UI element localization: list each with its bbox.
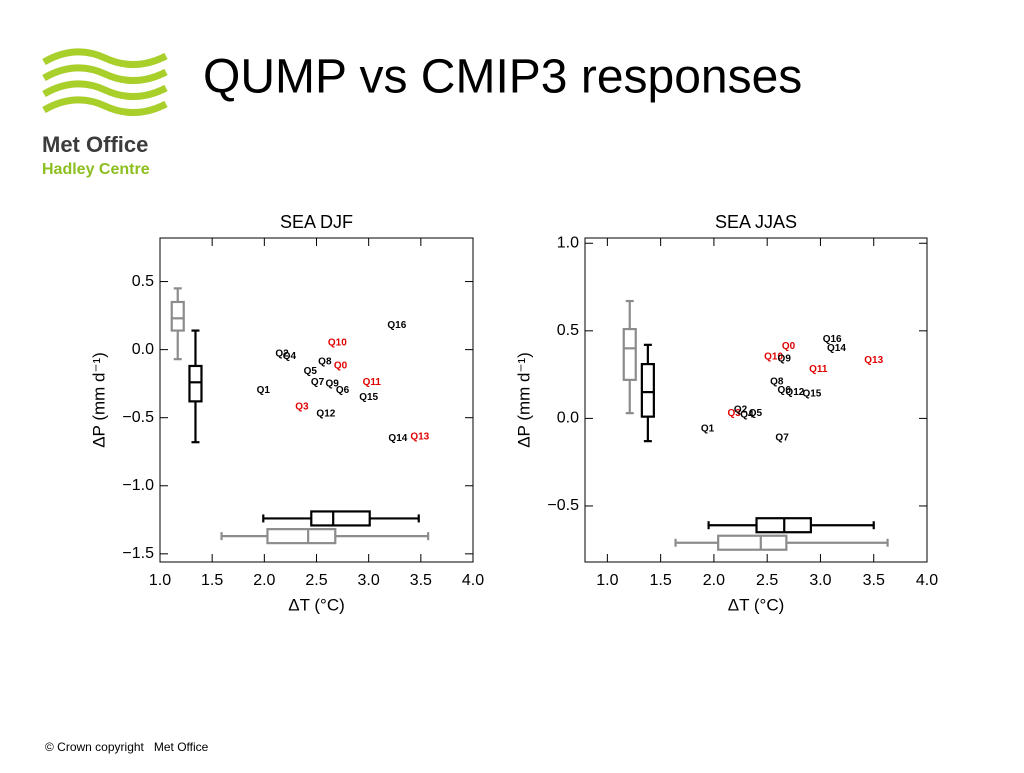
- point-label: Q5: [304, 366, 318, 377]
- y-tick-label: 0.5: [557, 322, 579, 339]
- box-body: [717, 534, 788, 551]
- point-label: Q10: [328, 337, 347, 348]
- x-tick-label: 3.5: [863, 572, 885, 589]
- x-tick-label: 2.5: [305, 572, 327, 589]
- point-label: Q14: [388, 433, 407, 444]
- y-tick-label: 1.0: [557, 234, 579, 251]
- point-label: Q2: [734, 404, 748, 415]
- chart-title: SEA DJF: [280, 212, 353, 232]
- logo-waves: [42, 48, 168, 117]
- point-label: Q3: [295, 401, 309, 412]
- point-label: Q5: [749, 408, 763, 419]
- point-label: Q9: [325, 378, 339, 389]
- y-axis-label: ΔP (mm d⁻¹): [514, 352, 533, 448]
- point-label: Q7: [311, 377, 325, 388]
- x-tick-label: 4.0: [462, 572, 484, 589]
- box-body: [188, 364, 203, 403]
- point-label: Q8: [318, 357, 332, 368]
- point-label: Q16: [387, 320, 406, 331]
- x-tick-label: 1.5: [650, 572, 672, 589]
- box-body: [170, 300, 185, 332]
- x-tick-label: 2.0: [703, 572, 725, 589]
- point-label: Q1: [701, 424, 715, 435]
- point-label: Q11: [809, 364, 828, 375]
- point-label: Q6: [336, 385, 350, 396]
- point-label: Q13: [864, 355, 883, 366]
- point-label: Q10: [764, 352, 783, 363]
- point-label: Q6: [778, 385, 792, 396]
- x-axis-label: ΔT (°C): [728, 595, 785, 614]
- point-label: Q1: [257, 385, 271, 396]
- y-tick-label: −1.0: [122, 477, 154, 494]
- x-tick-label: 1.0: [149, 572, 171, 589]
- y-tick-label: 0.5: [132, 273, 154, 290]
- point-label: Q12: [316, 408, 335, 419]
- point-label: Q9: [778, 353, 792, 364]
- point-label: Q14: [827, 343, 846, 354]
- point-label: Q0: [334, 361, 348, 372]
- x-tick-label: 3.5: [410, 572, 432, 589]
- y-axis-label: ΔP (mm d⁻¹): [89, 352, 108, 448]
- point-label: Q4: [740, 410, 754, 421]
- slide-title: QUMP vs CMIP3 responses: [203, 51, 802, 104]
- plot-frame: [584, 237, 928, 563]
- x-tick-label: 1.5: [201, 572, 223, 589]
- x-tick-label: 3.0: [358, 572, 380, 589]
- chart: SEA DJF ΔT (°C) ΔP (mm d⁻¹) 1.0 1.5 2.0 2.5 3.0…: [89, 212, 484, 615]
- point-label: Q15: [802, 389, 821, 400]
- x-axis-label: ΔT (°C): [288, 595, 345, 614]
- box-body: [310, 510, 371, 527]
- box-body: [640, 362, 655, 418]
- chart-title: SEA JJAS: [715, 212, 797, 232]
- point-label: Q4: [283, 351, 297, 362]
- y-tick-label: 0.0: [557, 410, 579, 427]
- point-label: Q0: [782, 341, 796, 352]
- y-tick-label: −1.5: [122, 545, 154, 562]
- logo-name: Met Office: [42, 132, 148, 157]
- box-body: [622, 327, 637, 381]
- y-tick-label: 0.0: [132, 341, 154, 358]
- point-label: Q2: [275, 348, 289, 359]
- logo-sub: Hadley Centre: [42, 161, 150, 178]
- x-tick-label: 2.5: [756, 572, 778, 589]
- point-label: Q8: [770, 376, 784, 387]
- point-label: Q16: [823, 334, 842, 345]
- point-label: Q11: [363, 377, 382, 388]
- x-tick-label: 1.0: [596, 572, 618, 589]
- point-label: Q12: [785, 387, 804, 398]
- footer: © Crown copyright Met Office: [45, 740, 209, 754]
- box-body: [266, 528, 337, 545]
- x-tick-label: 4.0: [916, 572, 938, 589]
- y-tick-label: −0.5: [122, 409, 154, 426]
- point-label: Q13: [410, 431, 429, 442]
- x-tick-label: 2.0: [253, 572, 275, 589]
- x-tick-label: 3.0: [809, 572, 831, 589]
- point-label: Q3: [727, 408, 741, 419]
- y-tick-label: −0.5: [547, 497, 579, 514]
- chart: SEA JJAS ΔT (°C) ΔP (mm d⁻¹) 1.0 1.5 2.0 2.5 3.…: [514, 212, 938, 615]
- point-label: Q7: [775, 432, 789, 443]
- point-label: Q15: [359, 392, 378, 403]
